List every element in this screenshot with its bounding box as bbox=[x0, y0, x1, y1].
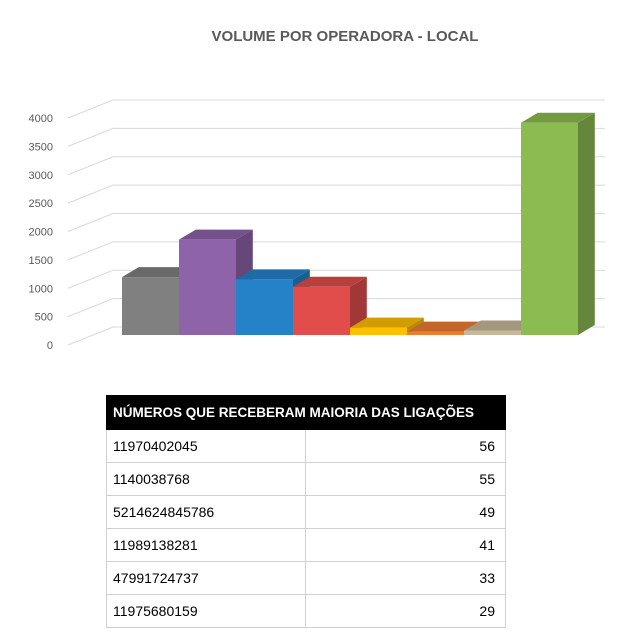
table-header-row: NÚMEROS QUE RECEBERAM MAIORIA DAS LIGAÇÕ… bbox=[106, 395, 506, 430]
phone-number-cell: 5214624845786 bbox=[106, 495, 306, 529]
gridline bbox=[67, 156, 605, 176]
y-tick-label: 0 bbox=[47, 340, 53, 352]
gridline bbox=[67, 127, 605, 147]
bar-top bbox=[293, 276, 367, 287]
call-count-cell: 33 bbox=[305, 561, 506, 595]
y-tick-label: 3000 bbox=[29, 170, 53, 182]
y-tick-label: 2000 bbox=[29, 227, 53, 239]
table-header: NÚMEROS QUE RECEBERAM MAIORIA DAS LIGAÇÕ… bbox=[106, 395, 506, 430]
y-tick-label: 1500 bbox=[29, 255, 53, 267]
phone-number-cell: 1140038768 bbox=[106, 462, 306, 496]
bar-front bbox=[293, 286, 350, 335]
y-tick-label: 2500 bbox=[29, 198, 53, 210]
bar-top bbox=[350, 317, 424, 328]
bar-front bbox=[407, 331, 464, 335]
bar-front bbox=[350, 327, 407, 335]
gridline bbox=[67, 298, 605, 318]
chart-gridlines bbox=[67, 99, 605, 346]
phone-number-cell: 47991724737 bbox=[106, 561, 306, 595]
phone-number-cell: 11975680159 bbox=[106, 594, 306, 628]
y-axis-tick-labels: 0 500 1000 1500 2000 2500 3000 3500 4000 bbox=[29, 113, 53, 352]
gridline bbox=[67, 241, 605, 261]
bar-top bbox=[464, 320, 538, 331]
bar-side bbox=[578, 112, 595, 335]
y-tick-label: 1000 bbox=[29, 283, 53, 295]
bar-chart: VOLUME POR OPERADORA - LOCAL 0 500 1000 150… bbox=[29, 28, 605, 352]
table-row: 11975680159 29 bbox=[106, 594, 506, 628]
top-numbers-table: NÚMEROS QUE RECEBERAM MAIORIA DAS LIGAÇÕ… bbox=[106, 395, 506, 628]
bar-top bbox=[407, 321, 481, 332]
y-tick-label: 3500 bbox=[29, 141, 53, 153]
phone-number-cell: 11989138281 bbox=[106, 528, 306, 562]
call-count-cell: 49 bbox=[305, 495, 506, 529]
chart-bars bbox=[122, 112, 595, 335]
bar-top bbox=[122, 267, 196, 278]
bar-front bbox=[179, 239, 236, 335]
phone-number-cell: 11970402045 bbox=[106, 429, 306, 463]
chart-title: VOLUME POR OPERADORA - LOCAL bbox=[212, 28, 479, 45]
bar-top bbox=[521, 112, 595, 123]
call-count-cell: 55 bbox=[305, 462, 506, 496]
gridline bbox=[67, 269, 605, 289]
call-count-cell: 56 bbox=[305, 429, 506, 463]
table-row: 1140038768 55 bbox=[106, 462, 506, 496]
table-row: 11989138281 41 bbox=[106, 528, 506, 562]
bar-front bbox=[464, 330, 521, 335]
gridline bbox=[67, 184, 605, 204]
bar bbox=[521, 112, 595, 335]
y-tick-label: 500 bbox=[35, 312, 53, 324]
y-tick-label: 4000 bbox=[29, 113, 53, 125]
bar-front bbox=[122, 277, 179, 335]
table-row: 47991724737 33 bbox=[106, 561, 506, 595]
bar-front bbox=[236, 279, 293, 335]
bar-top bbox=[179, 229, 253, 240]
gridline bbox=[67, 213, 605, 232]
call-count-cell: 41 bbox=[305, 528, 506, 562]
table-row: 5214624845786 49 bbox=[106, 495, 506, 529]
table-row: 11970402045 56 bbox=[106, 429, 506, 463]
bar-front bbox=[521, 122, 578, 335]
call-count-cell: 29 bbox=[305, 594, 506, 628]
gridline bbox=[67, 99, 605, 119]
bar-top bbox=[236, 269, 310, 280]
